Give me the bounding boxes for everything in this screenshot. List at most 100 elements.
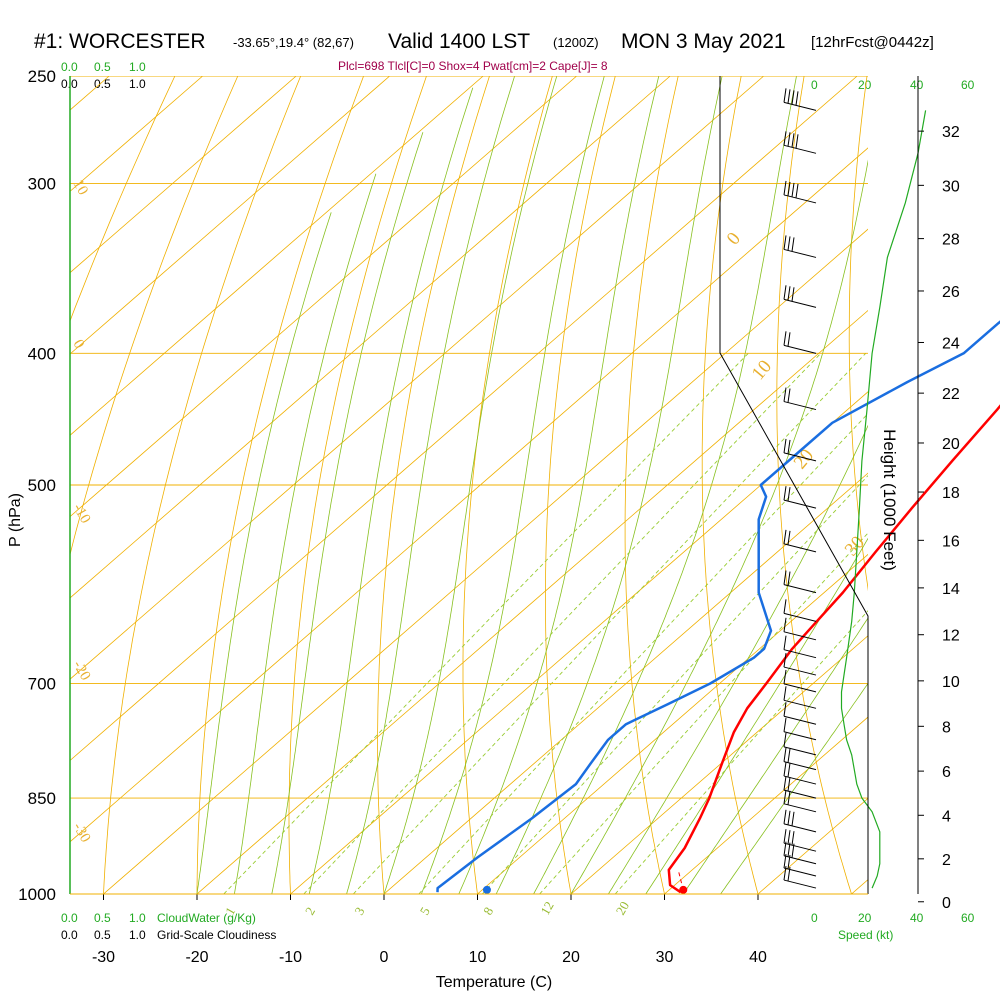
height-tick-label: 20	[942, 436, 960, 453]
wind-barb	[783, 285, 817, 308]
wind-barb-flag	[787, 236, 791, 251]
wind-barb-flag	[787, 790, 791, 805]
moist-adiabat-line	[196, 212, 332, 894]
wind-barb-flag	[783, 180, 787, 195]
wind-barb-flag	[783, 717, 787, 732]
wind-barb	[783, 789, 817, 813]
wind-barb-flag	[783, 599, 787, 614]
profiles	[436, 320, 1000, 894]
wind-barb-flag	[783, 761, 787, 777]
cloudwater-tick: 0.5	[94, 60, 111, 74]
wind-barb-shaft	[783, 855, 817, 865]
pressure-tick-label: 300	[28, 175, 56, 194]
wind-barb-flag	[783, 235, 787, 250]
height-tick-label: 16	[942, 533, 960, 550]
pressure-tick-label: 250	[28, 67, 56, 86]
x-tick-label: 30	[656, 949, 674, 966]
wind-barb-flag	[787, 487, 791, 502]
wind-barb-shaft	[783, 731, 817, 741]
wind-barb-flag	[783, 570, 787, 585]
moist-adiabat-line	[421, 76, 605, 894]
wind-barb	[783, 570, 817, 594]
speed-tick: 40	[910, 911, 924, 925]
dry-adiabat-line	[70, 76, 176, 323]
wind-barb-shaft	[783, 842, 817, 852]
cloudiness-tick: 1.0	[129, 77, 146, 91]
forecast-date: MON 3 May 2021	[621, 30, 786, 53]
wind-barb-flag	[783, 529, 787, 544]
wind-barb-shaft	[783, 649, 817, 659]
dry-adiabat-line	[545, 76, 616, 894]
wind-barbs	[783, 88, 927, 889]
wind-barb	[783, 669, 817, 693]
wind-barb-shaft	[783, 761, 817, 771]
wind-barb-flag	[783, 652, 787, 668]
isotherm-line	[70, 76, 390, 355]
speed-tick: 40	[910, 78, 924, 92]
speed-scale-bottom: 0 20 40 60 Speed (kt)	[811, 911, 975, 942]
dry-adiabat-line	[988, 76, 1000, 894]
isotherm-label: 20	[790, 445, 818, 473]
cloudiness-tick: 0.0	[61, 928, 78, 942]
wind-barb-flag	[783, 829, 787, 844]
wind-barb	[783, 732, 817, 756]
moist-adiabat-line	[308, 87, 474, 894]
wind-barb	[783, 809, 817, 833]
dry-adiabat-line	[462, 76, 553, 894]
wind-barb-flag	[791, 287, 795, 302]
dry-adiabat-line	[103, 76, 302, 894]
station-title: #1: WORCESTER	[34, 30, 206, 53]
wind-barb-shaft	[783, 543, 817, 553]
mixing-ratio-line	[481, 474, 868, 894]
wind-barb-flag	[783, 686, 787, 701]
height-tick-label: 6	[942, 764, 951, 781]
wind-barb-flag	[783, 776, 787, 791]
wind-barb	[783, 599, 817, 622]
wind-barb	[783, 635, 817, 659]
wind-barb-shaft	[783, 867, 817, 877]
wind-barb-flag	[783, 669, 787, 684]
wind-barb-flag	[787, 748, 791, 763]
wind-barb-shaft	[783, 746, 817, 756]
wind-barb	[783, 387, 817, 411]
wind-barb-flag	[783, 486, 787, 501]
height-tick-label: 18	[942, 485, 960, 502]
isotherm-line	[664, 716, 868, 894]
wind-barb-shaft	[783, 683, 817, 693]
mixing-ratio-label: 8	[480, 904, 496, 917]
parcel-path	[677, 869, 684, 890]
wind-barb-shaft	[783, 194, 817, 204]
wind-barb	[783, 331, 817, 354]
wind-barb-shaft	[783, 715, 817, 725]
moist-adiabat-line	[533, 76, 797, 894]
wind-barb	[783, 686, 817, 709]
cloud-scale-bottom: 0.0 0.5 1.0 CloudWater (g/Kg) 0.0 0.5 1.…	[61, 911, 276, 942]
wind-barb	[783, 131, 817, 154]
wind-barb-flag	[791, 133, 795, 148]
wind-barb-shaft	[783, 803, 817, 813]
wind-speed-profile	[840, 110, 927, 889]
wind-barb-shaft	[783, 775, 817, 785]
mixing-ratio-line	[418, 412, 868, 894]
height-tick-label: 26	[942, 284, 960, 301]
moist-adiabat-line	[720, 682, 868, 894]
wind-barb-flag	[783, 387, 787, 402]
isotherm-line	[851, 879, 868, 894]
mixing-ratio-label: 20	[613, 899, 632, 918]
pressure-tick-label: 850	[28, 789, 56, 808]
wind-barb-shaft	[783, 144, 817, 154]
wind-barb-flag	[783, 285, 787, 300]
moist-adiabat-line	[682, 617, 868, 894]
wind-barb-shaft	[783, 452, 817, 462]
speed-scale-top: 0 20 40 60	[811, 78, 975, 92]
wind-barb-shaft	[783, 499, 817, 509]
moist-adiabat-line	[346, 76, 515, 894]
x-tick-label: 40	[749, 949, 767, 966]
x-tick-label: -30	[92, 949, 115, 966]
isotherm-line	[70, 76, 484, 436]
height-tick-label: 2	[942, 852, 951, 869]
thermo-background	[70, 76, 1000, 894]
temperature-profile	[667, 404, 1000, 894]
mixing-ratio-label: 12	[537, 899, 556, 918]
